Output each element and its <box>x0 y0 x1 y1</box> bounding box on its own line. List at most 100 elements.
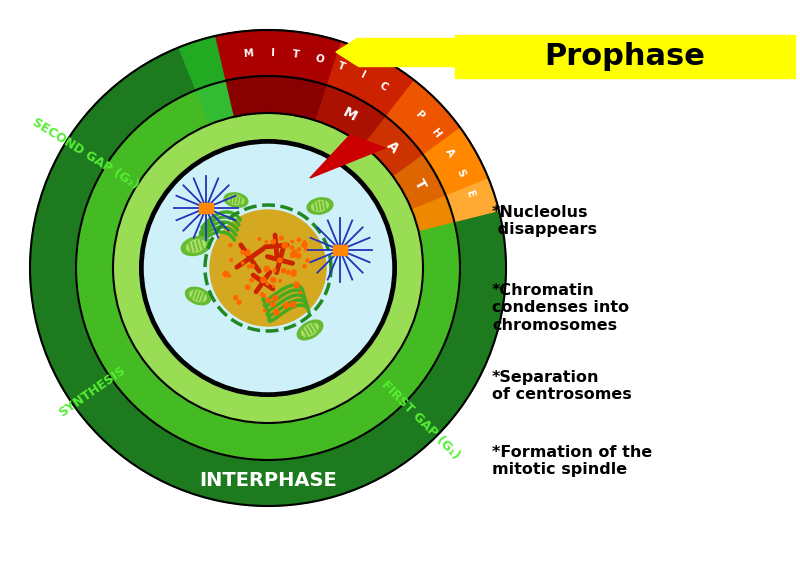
Circle shape <box>287 270 290 273</box>
Circle shape <box>241 251 245 254</box>
Circle shape <box>210 210 326 326</box>
Circle shape <box>282 269 286 272</box>
Text: A: A <box>384 138 402 156</box>
Circle shape <box>273 296 278 301</box>
Ellipse shape <box>182 236 210 256</box>
Wedge shape <box>412 196 454 230</box>
Circle shape <box>279 236 283 240</box>
Circle shape <box>113 113 423 423</box>
Text: *Chromatin
condenses into
chromosomes: *Chromatin condenses into chromosomes <box>492 283 629 333</box>
Ellipse shape <box>190 291 206 302</box>
Text: H: H <box>429 127 442 140</box>
Circle shape <box>270 278 275 283</box>
Wedge shape <box>316 86 386 146</box>
Circle shape <box>291 240 294 243</box>
Circle shape <box>305 248 307 251</box>
Circle shape <box>302 242 307 248</box>
Circle shape <box>142 142 394 394</box>
Wedge shape <box>394 155 446 210</box>
Circle shape <box>262 294 266 297</box>
Circle shape <box>246 285 250 289</box>
Text: T: T <box>337 60 346 72</box>
Circle shape <box>297 238 301 242</box>
Circle shape <box>292 251 297 255</box>
FancyBboxPatch shape <box>358 38 775 66</box>
FancyBboxPatch shape <box>455 35 795 78</box>
Ellipse shape <box>224 193 248 207</box>
Circle shape <box>246 251 250 256</box>
Text: SECOND GAP (G₂): SECOND GAP (G₂) <box>30 116 142 192</box>
Circle shape <box>291 271 296 276</box>
Circle shape <box>250 278 254 282</box>
Ellipse shape <box>228 195 244 205</box>
Circle shape <box>279 280 282 282</box>
Circle shape <box>140 140 396 396</box>
FancyBboxPatch shape <box>333 245 347 255</box>
Text: A: A <box>443 146 456 159</box>
Circle shape <box>273 269 276 272</box>
Text: M: M <box>244 48 255 59</box>
Text: S: S <box>454 167 467 178</box>
Circle shape <box>294 282 299 288</box>
Polygon shape <box>336 38 358 66</box>
Circle shape <box>291 251 295 254</box>
Text: INTERPHASE: INTERPHASE <box>199 471 337 490</box>
Circle shape <box>228 275 230 277</box>
Circle shape <box>290 302 295 307</box>
Ellipse shape <box>312 200 328 211</box>
Text: *Nucleolus
 disappears: *Nucleolus disappears <box>492 205 597 238</box>
Circle shape <box>76 76 460 460</box>
Ellipse shape <box>186 287 210 305</box>
Wedge shape <box>214 30 342 86</box>
Circle shape <box>290 253 294 257</box>
Circle shape <box>247 250 250 252</box>
Text: M: M <box>340 105 359 124</box>
Circle shape <box>250 264 254 268</box>
Wedge shape <box>179 36 225 90</box>
Text: O: O <box>314 53 325 65</box>
Ellipse shape <box>307 198 333 214</box>
Text: I: I <box>359 70 367 81</box>
Circle shape <box>223 271 229 277</box>
Text: T: T <box>411 176 428 191</box>
Circle shape <box>261 278 266 283</box>
Circle shape <box>271 302 275 306</box>
Polygon shape <box>310 135 385 178</box>
Circle shape <box>282 243 288 248</box>
Wedge shape <box>225 76 327 120</box>
Text: FIRST GAP (G₁): FIRST GAP (G₁) <box>378 378 462 462</box>
Text: P: P <box>414 110 426 122</box>
Circle shape <box>290 246 294 249</box>
Text: E: E <box>464 189 476 199</box>
Circle shape <box>286 271 290 274</box>
Wedge shape <box>386 81 461 155</box>
Circle shape <box>266 283 269 285</box>
Text: T: T <box>292 50 300 60</box>
Ellipse shape <box>302 324 318 337</box>
Circle shape <box>292 270 296 274</box>
Circle shape <box>296 253 301 258</box>
Text: Prophase: Prophase <box>545 42 706 71</box>
Circle shape <box>264 309 266 311</box>
Text: C: C <box>378 81 390 93</box>
Circle shape <box>30 30 506 506</box>
Wedge shape <box>327 42 414 117</box>
Ellipse shape <box>186 240 206 252</box>
Circle shape <box>229 244 232 247</box>
Wedge shape <box>196 81 233 124</box>
Text: SYNTHESIS: SYNTHESIS <box>56 364 128 419</box>
Circle shape <box>140 140 396 396</box>
Circle shape <box>264 266 270 271</box>
Circle shape <box>266 298 270 302</box>
Text: *Formation of the
mitotic spindle: *Formation of the mitotic spindle <box>492 445 652 477</box>
Circle shape <box>242 262 244 264</box>
Circle shape <box>298 248 301 251</box>
Circle shape <box>303 265 306 268</box>
Wedge shape <box>363 117 423 177</box>
Circle shape <box>238 301 241 304</box>
Wedge shape <box>446 179 499 222</box>
Text: *Separation
of centrosomes: *Separation of centrosomes <box>492 370 632 403</box>
Circle shape <box>306 259 309 262</box>
Circle shape <box>278 258 282 262</box>
Circle shape <box>283 303 289 309</box>
